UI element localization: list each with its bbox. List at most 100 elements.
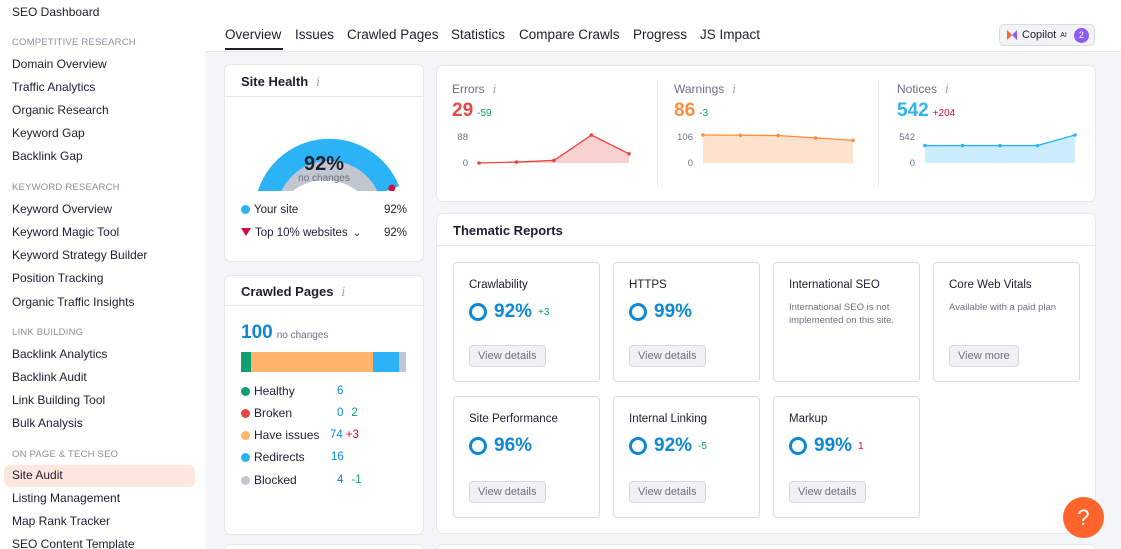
healthy-dot <box>241 387 250 396</box>
view-more-button[interactable]: View more <box>949 345 1019 367</box>
sidebar-item-bulk-analysis[interactable]: Bulk Analysis <box>12 416 83 430</box>
tab-statistics[interactable]: Statistics <box>451 27 506 42</box>
sidebar-item-keyword-strategy-builder[interactable]: Keyword Strategy Builder <box>12 248 148 262</box>
warnings-count[interactable]: 86 -3 <box>674 100 708 122</box>
help-button[interactable]: ? <box>1063 497 1104 538</box>
copilot-label: Copilot <box>1022 29 1057 41</box>
thematic-card-international-seo[interactable]: International SEO International SEO is n… <box>773 262 920 382</box>
sparkline-point[interactable] <box>552 158 556 163</box>
crawled-value: 6 <box>337 385 344 397</box>
top-websites-legend[interactable]: Top 10% websites ⌄ <box>241 227 361 239</box>
info-icon[interactable]: i <box>341 285 346 299</box>
sidebar-item-keyword-gap[interactable]: Keyword Gap <box>12 126 85 140</box>
sidebar-item-backlink-gap[interactable]: Backlink Gap <box>12 149 83 163</box>
info-icon[interactable]: i <box>945 82 949 96</box>
tab-js-impact[interactable]: JS Impact <box>700 27 761 42</box>
sidebar-section-competitive-research: COMPETITIVE RESEARCH <box>12 37 136 48</box>
sparkline-point[interactable] <box>923 143 927 148</box>
view-details-button[interactable]: View details <box>789 481 866 503</box>
sparkline-area <box>925 135 1075 163</box>
sidebar-item-organic-traffic-insights[interactable]: Organic Traffic Insights <box>12 295 135 309</box>
sparkline-point[interactable] <box>627 151 631 156</box>
info-icon[interactable]: i <box>492 82 497 96</box>
thematic-card-core-web-vitals[interactable]: Core Web Vitals Available with a paid pl… <box>933 262 1080 382</box>
view-details-button[interactable]: View details <box>629 481 706 503</box>
sparkline-point[interactable] <box>1073 133 1077 137</box>
sparkline-point[interactable] <box>514 160 519 164</box>
sparkline-point[interactable] <box>851 138 855 143</box>
crawled-issues-value[interactable]: 74 +3 <box>330 429 359 441</box>
sidebar-item-seo-content-template[interactable]: SEO Content Template <box>12 537 135 549</box>
thematic-card-name: Internal Linking <box>629 413 707 425</box>
sparkline-point[interactable] <box>477 161 481 165</box>
thematic-card-percent: 96% <box>494 435 533 456</box>
sidebar-item-keyword-magic-tool[interactable]: Keyword Magic Tool <box>12 225 120 239</box>
thematic-card-crawlability[interactable]: Crawlability 92% +3 View details <box>453 262 600 382</box>
tab-issues[interactable]: Issues <box>295 27 335 42</box>
stack-segment-healthy[interactable] <box>241 352 251 372</box>
top-websites-value: 92% <box>383 227 407 239</box>
sparkline-area <box>703 135 853 163</box>
sidebar-item-map-rank-tracker[interactable]: Map Rank Tracker <box>12 514 111 528</box>
crawled-healthy-value[interactable]: 6 <box>337 385 343 397</box>
notices-title-text: Notices <box>897 82 938 96</box>
crawled-pages-total[interactable]: 100 no changes <box>241 322 328 344</box>
tab-progress[interactable]: Progress <box>633 27 688 42</box>
crawled-blocked-value[interactable]: 4 -1 <box>337 474 362 486</box>
stack-segment-blocked[interactable] <box>399 352 406 372</box>
warnings-title-text: Warnings <box>674 82 725 96</box>
sparkline-point[interactable] <box>960 143 965 148</box>
thematic-card-site-performance[interactable]: Site Performance 96% View details <box>453 396 600 518</box>
thematic-card-name: HTTPS <box>629 279 667 291</box>
tab-compare-crawls[interactable]: Compare Crawls <box>519 27 620 42</box>
warnings-axis-top: 106 <box>677 132 693 143</box>
info-icon[interactable]: i <box>732 82 737 96</box>
sparkline-point[interactable] <box>701 133 705 137</box>
sidebar-item-organic-research[interactable]: Organic Research <box>12 103 109 117</box>
copilot-button[interactable]: Copilot AI 2 <box>999 24 1095 46</box>
sparkline-point[interactable] <box>776 133 780 138</box>
blocked-dot <box>241 476 250 485</box>
warnings-delta: -3 <box>699 108 709 119</box>
notices-count[interactable]: 542 +204 <box>897 100 955 122</box>
thematic-card-markup[interactable]: Markup 99% 1 View details <box>773 396 920 518</box>
divider <box>878 80 879 187</box>
sparkline-point[interactable] <box>813 136 818 140</box>
divider <box>225 96 423 97</box>
sidebar-item-seo-dashboard[interactable]: SEO Dashboard <box>12 5 100 19</box>
view-details-button[interactable]: View details <box>469 481 546 503</box>
view-details-button[interactable]: View details <box>629 345 706 367</box>
sparkline-point[interactable] <box>589 133 594 137</box>
sidebar-item-listing-management[interactable]: Listing Management <box>12 491 121 505</box>
thematic-card-name: International SEO <box>789 279 880 291</box>
view-details-button[interactable]: View details <box>469 345 546 367</box>
sparkline-point[interactable] <box>998 143 1002 148</box>
divider <box>437 245 1095 246</box>
chevron-down-icon: ⌄ <box>352 228 362 239</box>
sidebar-item-traffic-analytics[interactable]: Traffic Analytics <box>12 80 96 94</box>
sidebar-item-keyword-overview[interactable]: Keyword Overview <box>12 202 113 216</box>
errors-count[interactable]: 29 -59 <box>452 100 492 122</box>
sidebar-item-position-tracking[interactable]: Position Tracking <box>12 271 104 285</box>
sidebar-item-link-building-tool[interactable]: Link Building Tool <box>12 393 106 407</box>
thematic-card-https[interactable]: HTTPS 99% View details <box>613 262 760 382</box>
crawled-delta: 2 <box>351 407 358 419</box>
info-icon[interactable]: i <box>316 75 321 89</box>
help-icon: ? <box>1077 504 1090 530</box>
sparkline-point[interactable] <box>738 133 743 138</box>
thematic-card-internal-linking[interactable]: Internal Linking 92% -5 View details <box>613 396 760 518</box>
sidebar-item-backlink-audit[interactable]: Backlink Audit <box>12 370 87 384</box>
sparkline-point[interactable] <box>1035 143 1040 148</box>
sidebar-item-backlink-analytics[interactable]: Backlink Analytics <box>12 347 108 361</box>
stack-segment-have-issues[interactable] <box>250 352 373 372</box>
sidebar-item-domain-overview[interactable]: Domain Overview <box>12 57 107 71</box>
crawled-row-blocked: Blocked <box>241 473 297 487</box>
tab-crawled-pages[interactable]: Crawled Pages <box>347 27 439 42</box>
crawled-redirects-value[interactable]: 16 <box>331 451 344 463</box>
stack-segment-redirects[interactable] <box>372 352 400 372</box>
tab-overview[interactable]: Overview <box>225 27 282 42</box>
sidebar: SEO Dashboard COMPETITIVE RESEARCH Domai… <box>0 0 205 549</box>
notices-axis-bottom: 0 <box>909 158 915 169</box>
sidebar-item-site-audit[interactable]: Site Audit <box>12 468 63 482</box>
